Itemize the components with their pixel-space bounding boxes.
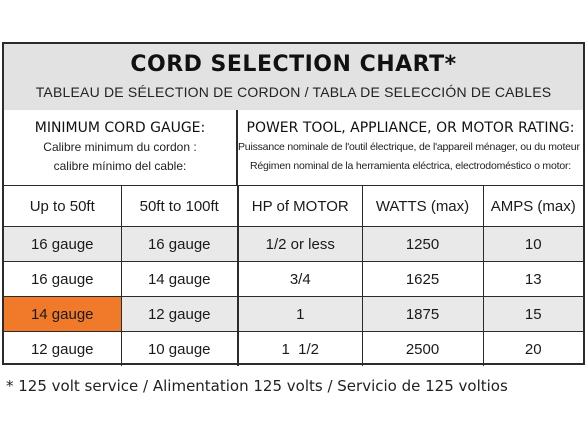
col-header-watts: WATTS (max) xyxy=(361,186,484,227)
rating-heading: POWER TOOL, APPLIANCE, OR MOTOR RATING: xyxy=(246,120,575,136)
chart-title-box: CORD SELECTION CHART* TABLEAU DE SÉLECTI… xyxy=(4,44,583,112)
cell-amps: 20 xyxy=(482,331,583,366)
min-cord-gauge-es: calibre mínimo del cable: xyxy=(53,159,187,173)
cell-amps: 15 xyxy=(482,296,583,332)
min-cord-gauge-fr: Calibre minimum du cordon : xyxy=(43,140,197,154)
cord-selection-chart: CORD SELECTION CHART* TABLEAU DE SÉLECTI… xyxy=(2,42,586,366)
cell-watts: 1875 xyxy=(361,296,484,332)
cell-gauge-100: 16 gauge xyxy=(120,226,239,262)
cell-gauge-50: 12 gauge xyxy=(4,331,122,366)
cell-gauge-50: 16 gauge xyxy=(4,261,122,297)
cell-hp: 1 1/2 xyxy=(237,331,363,366)
min-cord-gauge-header: MINIMUM CORD GAUGE: Calibre minimum du c… xyxy=(4,110,238,186)
cell-gauge-50: 16 gauge xyxy=(4,226,122,262)
cell-gauge-50-highlighted: 14 gauge xyxy=(4,296,122,332)
table-row: 14 gauge 12 gauge 1 1875 15 xyxy=(4,296,583,332)
cell-amps: 13 xyxy=(482,261,583,297)
cell-amps: 10 xyxy=(482,226,583,262)
footnote: * 125 volt service / Alimentation 125 vo… xyxy=(6,377,508,395)
cell-watts: 2500 xyxy=(361,331,484,366)
rating-es: Régimen nominal de la herramienta eléctr… xyxy=(250,160,571,172)
rating-fr: Puissance nominale de l'outil électrique… xyxy=(238,141,586,153)
cell-hp: 1 xyxy=(237,296,363,332)
table-row: 16 gauge 14 gauge 3/4 1625 13 xyxy=(4,261,583,297)
cell-hp: 3/4 xyxy=(237,261,363,297)
chart-subtitle: TABLEAU DE SÉLECTION DE CORDON / TABLA D… xyxy=(35,84,552,100)
col-header-up-to-50ft: Up to 50ft xyxy=(4,186,122,227)
col-header-amps: AMPS (max) xyxy=(482,186,583,227)
cord-table: Up to 50ft 50ft to 100ft HP of MOTOR WAT… xyxy=(4,186,583,366)
column-header-row: Up to 50ft 50ft to 100ft HP of MOTOR WAT… xyxy=(4,186,583,227)
cell-watts: 1625 xyxy=(361,261,484,297)
table-row: 12 gauge 10 gauge 1 1/2 2500 20 xyxy=(4,331,583,366)
table-row: 16 gauge 16 gauge 1/2 or less 1250 10 xyxy=(4,226,583,262)
cell-hp: 1/2 or less xyxy=(237,226,363,262)
cell-gauge-100: 10 gauge xyxy=(120,331,239,366)
rating-header: POWER TOOL, APPLIANCE, OR MOTOR RATING: … xyxy=(238,110,586,186)
chart-title: CORD SELECTION CHART* xyxy=(130,52,457,77)
cell-gauge-100: 12 gauge xyxy=(120,296,239,332)
col-header-hp: HP of MOTOR xyxy=(237,186,363,227)
min-cord-gauge-heading: MINIMUM CORD GAUGE: xyxy=(34,120,206,136)
cell-gauge-100: 14 gauge xyxy=(120,261,239,297)
cell-watts: 1250 xyxy=(361,226,484,262)
col-header-50-to-100ft: 50ft to 100ft xyxy=(120,186,239,227)
